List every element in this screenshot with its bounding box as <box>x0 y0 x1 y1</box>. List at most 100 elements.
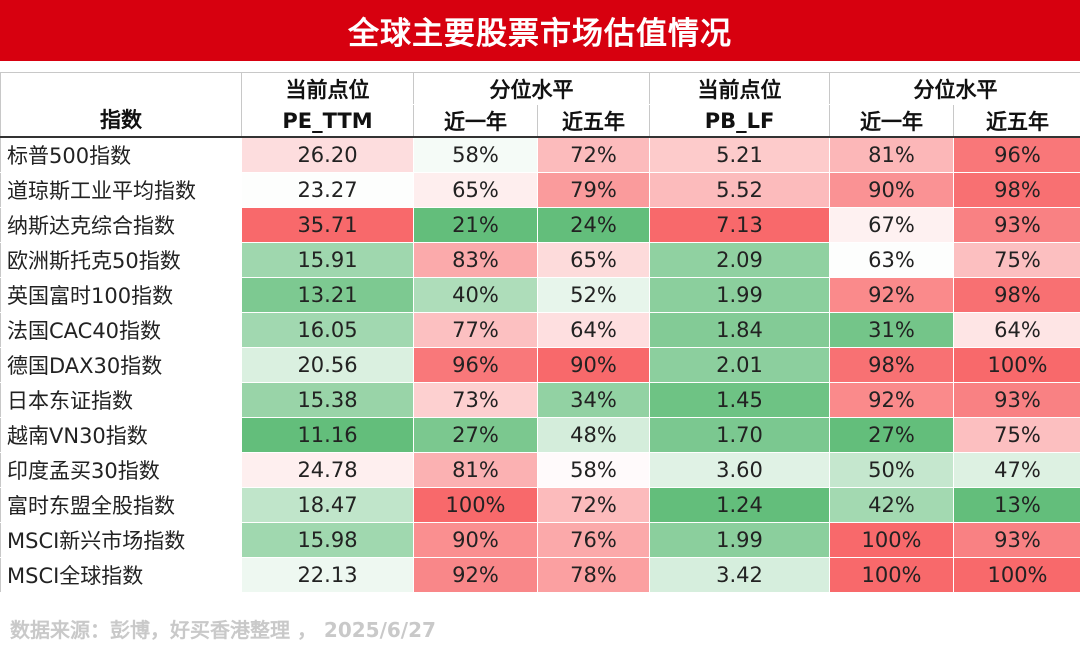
cell-pb-five-year: 93% <box>953 522 1080 558</box>
cell-pb-five-year: 64% <box>953 312 1080 348</box>
cell-pb-lf: 5.52 <box>649 172 830 208</box>
cell-pe-ttm: 16.05 <box>241 312 414 348</box>
header-pb-five-year: 近五年 <box>953 104 1080 138</box>
cell-pb-lf: 1.24 <box>649 487 830 523</box>
cell-pb-one-year: 100% <box>829 557 954 593</box>
table-row: 纳斯达克综合指数 35.71 21% 24% 7.13 67% 93% <box>0 207 1080 243</box>
table-row: 印度孟买30指数 24.78 81% 58% 3.60 50% 47% <box>0 452 1080 488</box>
header-percentile-pe: 分位水平 <box>413 72 650 105</box>
cell-pb-one-year: 81% <box>829 136 954 173</box>
index-name: 法国CAC40指数 <box>0 312 242 348</box>
table-row: 日本东证指数 15.38 73% 34% 1.45 92% 93% <box>0 382 1080 418</box>
header-current-point-pe: 当前点位 <box>241 72 414 105</box>
cell-pe-ttm: 11.16 <box>241 417 414 453</box>
cell-pb-one-year: 63% <box>829 242 954 278</box>
cell-pe-ttm: 15.91 <box>241 242 414 278</box>
cell-pb-five-year: 98% <box>953 277 1080 313</box>
index-name: MSCI新兴市场指数 <box>0 522 242 558</box>
cell-pb-five-year: 93% <box>953 207 1080 243</box>
cell-pe-five-year: 24% <box>537 207 650 243</box>
cell-pe-ttm: 15.98 <box>241 522 414 558</box>
cell-pe-five-year: 78% <box>537 557 650 593</box>
header-pe-one-year: 近一年 <box>413 104 538 138</box>
page-title: 全球主要股票市场估值情况 <box>348 16 732 52</box>
cell-pb-lf: 1.99 <box>649 277 830 313</box>
cell-pe-ttm: 18.47 <box>241 487 414 523</box>
cell-pe-ttm: 24.78 <box>241 452 414 488</box>
cell-pb-lf: 2.01 <box>649 347 830 383</box>
cell-pe-one-year: 40% <box>413 277 538 313</box>
cell-pe-one-year: 100% <box>413 487 538 523</box>
table-row: 富时东盟全股指数 18.47 100% 72% 1.24 42% 13% <box>0 487 1080 523</box>
index-name: 英国富时100指数 <box>0 277 242 313</box>
table-row: 英国富时100指数 13.21 40% 52% 1.99 92% 98% <box>0 277 1080 313</box>
cell-pb-lf: 3.60 <box>649 452 830 488</box>
cell-pe-five-year: 76% <box>537 522 650 558</box>
index-name: 印度孟买30指数 <box>0 452 242 488</box>
cell-pe-five-year: 72% <box>537 487 650 523</box>
cell-pe-five-year: 34% <box>537 382 650 418</box>
cell-pe-five-year: 72% <box>537 136 650 173</box>
cell-pe-one-year: 90% <box>413 522 538 558</box>
cell-pb-one-year: 27% <box>829 417 954 453</box>
index-name: 欧洲斯托克50指数 <box>0 242 242 278</box>
cell-pb-lf: 1.45 <box>649 382 830 418</box>
index-name: 日本东证指数 <box>0 382 242 418</box>
header-current-point-pb: 当前点位 <box>649 72 830 105</box>
cell-pe-ttm: 15.38 <box>241 382 414 418</box>
cell-pb-one-year: 90% <box>829 172 954 208</box>
cell-pe-five-year: 90% <box>537 347 650 383</box>
cell-pb-five-year: 13% <box>953 487 1080 523</box>
cell-pb-lf: 7.13 <box>649 207 830 243</box>
cell-pe-ttm: 23.27 <box>241 172 414 208</box>
cell-pe-ttm: 26.20 <box>241 136 414 173</box>
cell-pe-ttm: 22.13 <box>241 557 414 593</box>
cell-pe-one-year: 96% <box>413 347 538 383</box>
cell-pe-one-year: 81% <box>413 452 538 488</box>
cell-pb-one-year: 98% <box>829 347 954 383</box>
table-row: 欧洲斯托克50指数 15.91 83% 65% 2.09 63% 75% <box>0 242 1080 278</box>
valuation-table: 指数 当前点位 分位水平 当前点位 分位水平 PE_TTM 近一年 近五年 PB… <box>0 72 1080 593</box>
table-row: MSCI全球指数 22.13 92% 78% 3.42 100% 100% <box>0 557 1080 593</box>
header-index: 指数 <box>0 72 242 138</box>
index-name: 道琼斯工业平均指数 <box>0 172 242 208</box>
source-note: 数据来源：彭博，好买香港整理 ， 2025/6/27 <box>10 618 436 642</box>
cell-pe-one-year: 92% <box>413 557 538 593</box>
cell-pe-five-year: 52% <box>537 277 650 313</box>
table-row: 法国CAC40指数 16.05 77% 64% 1.84 31% 64% <box>0 312 1080 348</box>
cell-pb-lf: 2.09 <box>649 242 830 278</box>
cell-pe-five-year: 65% <box>537 242 650 278</box>
title-banner: 全球主要股票市场估值情况 <box>0 0 1080 61</box>
cell-pb-lf: 5.21 <box>649 136 830 173</box>
cell-pb-five-year: 100% <box>953 557 1080 593</box>
cell-pb-five-year: 96% <box>953 136 1080 173</box>
cell-pb-five-year: 98% <box>953 172 1080 208</box>
header-pe-five-year: 近五年 <box>537 104 650 138</box>
index-name: 越南VN30指数 <box>0 417 242 453</box>
index-name: MSCI全球指数 <box>0 557 242 593</box>
cell-pe-one-year: 83% <box>413 242 538 278</box>
table-row: 标普500指数 26.20 58% 72% 5.21 81% 96% <box>0 136 1080 173</box>
index-name: 纳斯达克综合指数 <box>0 207 242 243</box>
cell-pb-lf: 1.84 <box>649 312 830 348</box>
cell-pe-one-year: 77% <box>413 312 538 348</box>
table-row: 道琼斯工业平均指数 23.27 65% 79% 5.52 90% 98% <box>0 172 1080 208</box>
cell-pe-ttm: 35.71 <box>241 207 414 243</box>
cell-pb-one-year: 100% <box>829 522 954 558</box>
cell-pe-one-year: 21% <box>413 207 538 243</box>
cell-pb-five-year: 100% <box>953 347 1080 383</box>
table-row: MSCI新兴市场指数 15.98 90% 76% 1.99 100% 93% <box>0 522 1080 558</box>
cell-pe-ttm: 13.21 <box>241 277 414 313</box>
table-row: 德国DAX30指数 20.56 96% 90% 2.01 98% 100% <box>0 347 1080 383</box>
cell-pe-one-year: 27% <box>413 417 538 453</box>
cell-pe-ttm: 20.56 <box>241 347 414 383</box>
header-pb-lf: PB_LF <box>649 104 830 138</box>
cell-pb-one-year: 92% <box>829 277 954 313</box>
index-name: 标普500指数 <box>0 136 242 173</box>
cell-pb-one-year: 31% <box>829 312 954 348</box>
cell-pe-five-year: 64% <box>537 312 650 348</box>
cell-pb-five-year: 75% <box>953 242 1080 278</box>
cell-pb-five-year: 93% <box>953 382 1080 418</box>
cell-pb-one-year: 50% <box>829 452 954 488</box>
cell-pe-five-year: 58% <box>537 452 650 488</box>
